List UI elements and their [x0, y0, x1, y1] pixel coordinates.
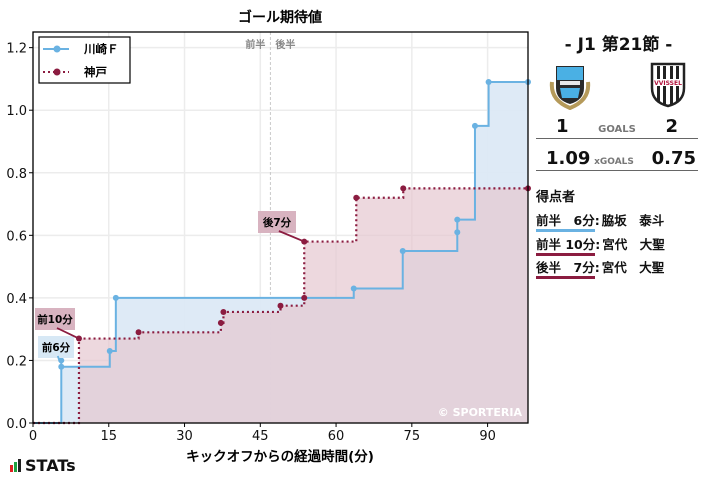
svg-text:45: 45 [252, 429, 269, 444]
watermark: © SPORTERIA [438, 406, 523, 419]
goal-time: 前半 10分 [536, 234, 596, 256]
goals-label: GOALS [598, 124, 636, 135]
xgoals-row: 1.09 xGOALS 0.75 [536, 144, 698, 171]
svg-text:VVISSEL: VVISSEL [654, 80, 682, 87]
scorer-name: 宮代 大聖 [602, 237, 665, 252]
svg-text:90: 90 [479, 429, 496, 444]
line-0 [33, 81, 528, 424]
svg-text:0.2: 0.2 [6, 354, 27, 369]
scorer-item: 後半 7分: 宮代 大聖 [536, 257, 664, 279]
scorer-item: 前半 6分: 脇坂 泰斗 [536, 210, 664, 232]
scorer-item: 前半 10分: 宮代 大聖 [536, 234, 665, 256]
svg-text:60: 60 [328, 429, 345, 444]
match-round-title: - J1 第21節 - [564, 35, 673, 55]
vissel-crest-icon: VVISSEL [650, 62, 686, 108]
legend [38, 36, 131, 84]
scorers-title: 得点者 [536, 190, 576, 205]
goal-time: 後半 7分 [536, 257, 595, 279]
xgoals-label: xGOALS [594, 157, 634, 167]
goal-annotation: 前10分 [37, 313, 73, 326]
svg-text:15: 15 [100, 429, 117, 444]
svg-text:0.6: 0.6 [6, 229, 27, 244]
away-xg: 0.75 [651, 148, 696, 169]
stats-logo: STATs [10, 456, 76, 475]
svg-text:0: 0 [29, 429, 37, 444]
away-goals: 2 [665, 116, 678, 137]
stats-logo-text: STATs [25, 456, 76, 475]
svg-text:30: 30 [176, 429, 193, 444]
chart-title: ゴール期待値 [238, 9, 322, 26]
svg-text:0.4: 0.4 [6, 292, 27, 307]
x-axis-label: キックオフからの経過時間(分) [186, 448, 374, 465]
legend-label: 川崎Ｆ [83, 42, 119, 56]
home-goals: 1 [556, 116, 569, 137]
line-1 [33, 187, 528, 425]
legend-label: 神戸 [84, 65, 107, 79]
scorer-name: 宮代 大聖 [601, 260, 665, 275]
goal-annotation: 後7分 [262, 216, 292, 229]
goal-time: 前半 6分 [536, 210, 595, 232]
goals-row: 1 GOALS 2 [536, 112, 698, 139]
svg-text:1.2: 1.2 [6, 42, 27, 57]
svg-text:75: 75 [404, 429, 421, 444]
scorer-name: 脇坂 泰斗 [601, 213, 665, 228]
svg-text:前半: 前半 [245, 38, 265, 51]
goal-annotation: 前6分 [42, 341, 71, 354]
match-panel: - J1 第21節 - VVISSEL 1 GOALS 2 1.09 xGOAL… [530, 0, 707, 479]
svg-text:0.0: 0.0 [6, 417, 27, 432]
kawasaki-crest-icon [549, 66, 591, 110]
bar-chart-icon [10, 459, 21, 472]
svg-text:1.0: 1.0 [6, 104, 27, 119]
home-xg: 1.09 [546, 148, 591, 169]
svg-text:0.8: 0.8 [6, 167, 27, 182]
svg-text:後半: 後半 [275, 38, 295, 51]
